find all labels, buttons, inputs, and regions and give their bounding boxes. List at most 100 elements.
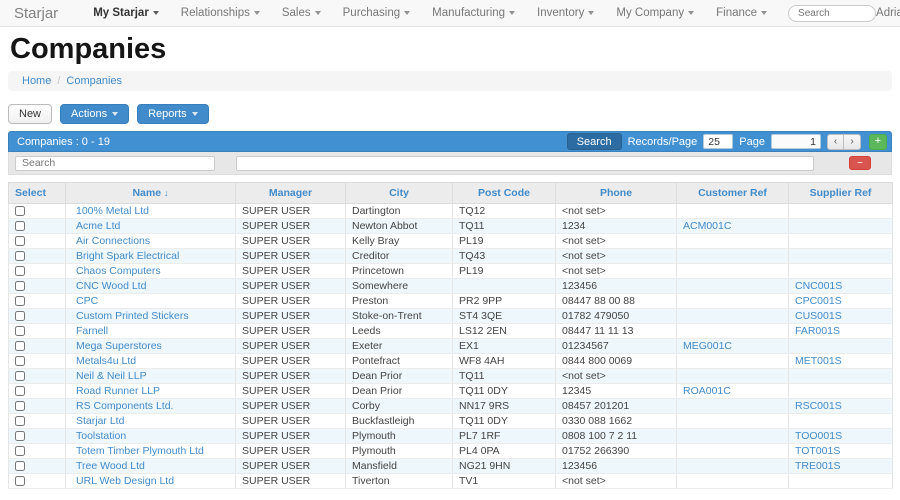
row-checkbox[interactable] [15,461,25,472]
breadcrumb-current[interactable]: Companies [66,75,123,87]
menu-item-label: Finance [716,7,758,19]
supplier-ref-cell: MET001S [788,353,893,369]
row-checkbox[interactable] [15,221,25,232]
company-name-link[interactable]: Air Connections [76,235,151,247]
company-name-link[interactable]: Mega Superstores [76,340,162,352]
postcode-cell: PR2 9PP [452,293,556,309]
row-checkbox[interactable] [15,266,25,277]
row-checkbox[interactable] [15,416,25,427]
column-header-manager[interactable]: Manager [235,182,346,204]
customer-ref-cell [676,368,789,384]
company-name-link[interactable]: CPC [76,295,99,307]
company-name-link[interactable]: Custom Printed Stickers [76,310,189,322]
page-number-input[interactable] [771,134,821,149]
company-name-link[interactable]: Neil & Neil LLP [76,370,147,382]
row-checkbox[interactable] [15,476,25,487]
company-name-link[interactable]: 100% Metal Ltd [76,205,149,217]
company-name-link[interactable]: Tree Wood Ltd [76,460,145,472]
remove-filter-button[interactable]: − [849,156,871,170]
actions-dropdown-button[interactable]: Actions [60,104,130,124]
city-cell: Newton Abbot [345,218,453,234]
company-name-link[interactable]: RS Components Ltd. [76,400,174,412]
company-name-link[interactable]: Toolstation [76,430,127,442]
add-page-button[interactable]: + [869,133,887,150]
column-header-postcode[interactable]: Post Code [452,182,556,204]
row-checkbox[interactable] [15,386,25,397]
menu-item[interactable]: Relationships [170,7,271,19]
row-checkbox[interactable] [15,341,25,352]
supplier-ref-link[interactable]: FAR001S [795,325,840,337]
brand-logo[interactable]: Starjar [14,4,59,22]
supplier-ref-link[interactable]: TOT001S [795,445,841,457]
customer-ref-cell [676,458,789,474]
column-header-phone[interactable]: Phone [555,182,677,204]
column-header-customer-ref[interactable]: Customer Ref [676,182,789,204]
row-checkbox[interactable] [15,401,25,412]
row-checkbox[interactable] [15,446,25,457]
row-checkbox[interactable] [15,296,25,307]
company-name-link[interactable]: Road Runner LLP [76,385,161,397]
results-panel-header: Companies : 0 - 19 Search Records/Page P… [8,131,892,152]
company-name-link[interactable]: Metals4u Ltd [76,355,137,367]
row-checkbox[interactable] [15,371,25,382]
row-checkbox[interactable] [15,311,25,322]
breadcrumb-home-link[interactable]: Home [22,75,52,87]
supplier-ref-link[interactable]: CUS001S [795,310,842,322]
select-cell [8,293,66,309]
company-name-link[interactable]: Acme Ltd [76,220,121,232]
menu-item[interactable]: Finance [705,7,778,19]
city-cell: Plymouth [345,428,453,444]
city-cell: Pontefract [345,353,453,369]
menu-item[interactable]: Purchasing [332,7,422,19]
supplier-ref-link[interactable]: CPC001S [795,295,842,307]
global-search-input[interactable] [788,4,877,22]
supplier-ref-link[interactable]: CNC001S [795,280,843,292]
previous-page-button[interactable]: ‹ [827,133,844,150]
company-name-link[interactable]: Starjar Ltd [76,415,125,427]
company-name-link[interactable]: URL Web Design Ltd [76,475,175,487]
customer-ref-link[interactable]: ACM001C [683,220,732,232]
customer-ref-cell [676,353,789,369]
menu-item[interactable]: My Starjar [82,7,170,19]
chevron-down-icon [509,11,516,15]
company-name-link[interactable]: CNC Wood Ltd [76,280,147,292]
select-cell [8,398,66,414]
column-header-name[interactable]: Name ↓ [65,182,236,204]
table-row: Bright Spark Electrical SUPER USER Credi… [8,248,893,264]
filter-value-input[interactable] [236,155,814,171]
customer-ref-link[interactable]: MEG001C [683,340,733,352]
supplier-ref-cell [788,338,893,354]
search-button[interactable]: Search [566,133,622,150]
row-checkbox[interactable] [15,251,25,262]
supplier-ref-link[interactable]: TOO001S [795,430,843,442]
reports-dropdown-button[interactable]: Reports [137,104,209,124]
row-checkbox[interactable] [15,236,25,247]
column-header-select[interactable]: Select [8,182,66,204]
supplier-ref-link[interactable]: TRE001S [795,460,841,472]
menu-item[interactable]: Manufacturing [421,7,526,19]
city-cell: Buckfastleigh [345,413,453,429]
row-checkbox[interactable] [15,281,25,292]
row-checkbox[interactable] [15,431,25,442]
supplier-ref-link[interactable]: MET001S [795,355,842,367]
company-name-link[interactable]: Bright Spark Electrical [76,250,180,262]
current-user-link[interactable]: Adrian Martin [876,7,900,19]
row-checkbox[interactable] [15,356,25,367]
menu-item[interactable]: Sales [271,7,332,19]
new-button[interactable]: New [8,104,53,124]
filter-search-input[interactable] [15,155,215,171]
menu-item[interactable]: My Company [605,7,705,19]
company-name-link[interactable]: Totem Timber Plymouth Ltd [76,445,204,457]
column-header-city[interactable]: City [345,182,453,204]
supplier-ref-link[interactable]: RSC001S [795,400,842,412]
name-cell: Chaos Computers [65,263,236,279]
company-name-link[interactable]: Farnell [76,325,109,337]
column-header-supplier-ref[interactable]: Supplier Ref [788,182,893,204]
menu-item[interactable]: Inventory [526,7,605,19]
company-name-link[interactable]: Chaos Computers [76,265,161,277]
customer-ref-link[interactable]: ROA001C [683,385,731,397]
next-page-button[interactable]: › [844,133,861,150]
records-per-page-input[interactable] [703,134,734,149]
row-checkbox[interactable] [15,206,25,217]
row-checkbox[interactable] [15,326,25,337]
